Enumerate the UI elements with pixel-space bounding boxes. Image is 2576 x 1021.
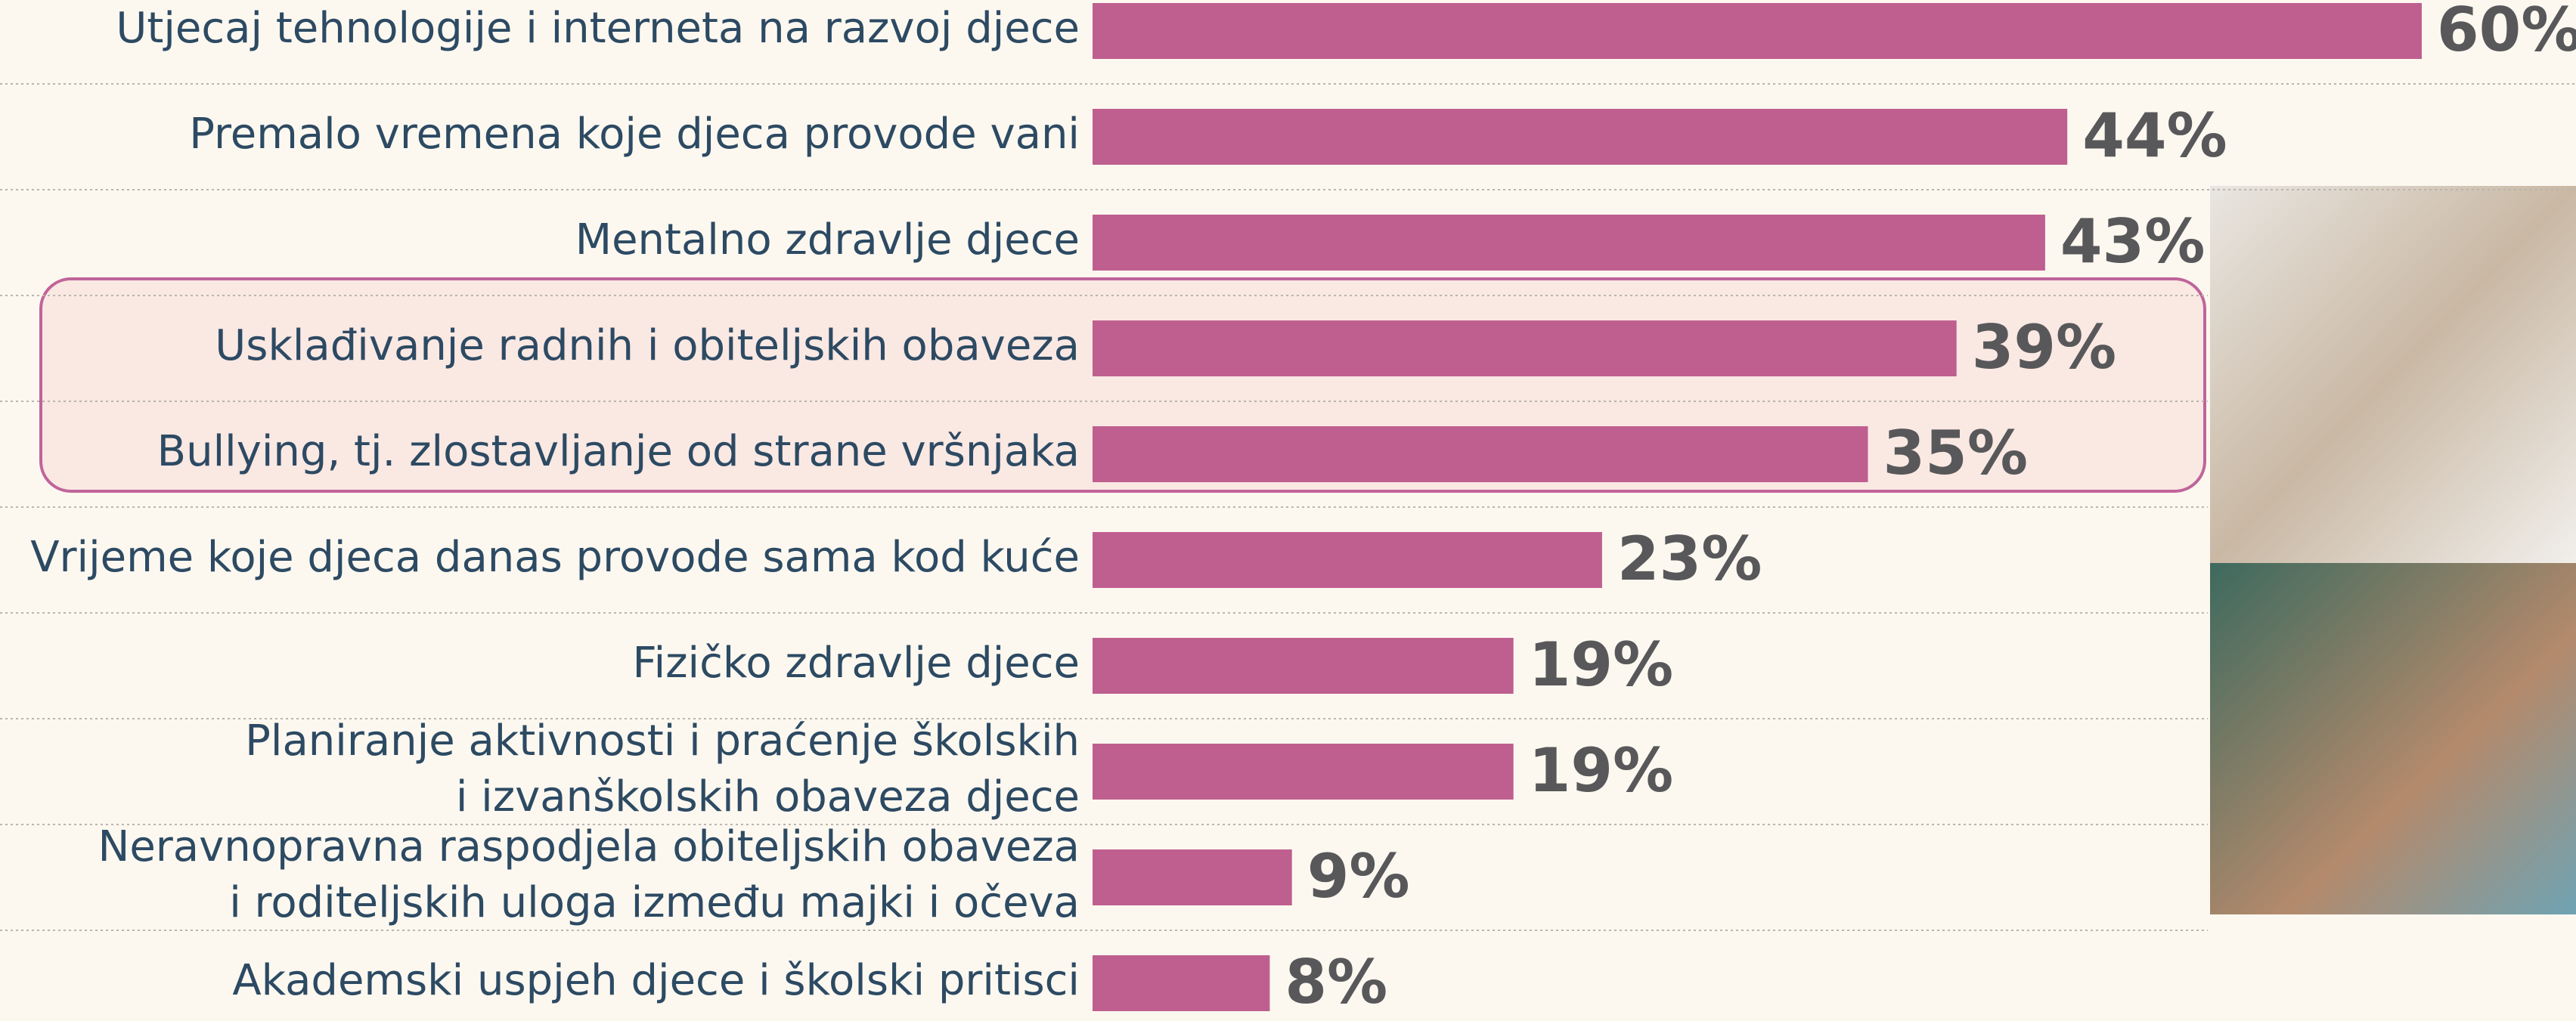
bar [1093,426,1868,482]
category-label-line: Mentalno zdravlje djece [575,215,1080,265]
photos [2210,186,2576,914]
value-label: 43% [2060,206,2205,277]
value-label: 9% [1307,841,1410,911]
value-label: 23% [1617,524,1762,594]
category-label-line: i roditeljskih uloga između majki i očev… [229,878,1080,927]
category-label-line: Planiranje aktivnosti i praćenje školski… [245,716,1080,766]
value-label: 39% [1972,312,2116,382]
category-label: Fizičko zdravlje djece [632,639,1080,688]
page: {"chart_data": {"type": "bar", "orientat… [0,0,2576,1021]
category-label: Premalo vremena koje djeca provode vani [189,110,1080,159]
bar [1093,638,1514,694]
category-label-line: Usklađivanje radnih i obiteljskih obavez… [215,321,1080,370]
category-label-line: Bullying, tj. zlostavljanje od strane vr… [157,427,1080,476]
bar [1093,744,1514,800]
category-label: Neravnopravna raspodjela obiteljskih oba… [98,822,1080,927]
category-label-line: Utjecaj tehnologije i interneta na razvo… [116,4,1080,53]
plot: Utjecaj tehnologije i interneta na razvo… [0,0,2576,1017]
bar [1093,849,1292,905]
bar [1093,109,2067,165]
bar [1093,955,1269,1011]
photo-school [2210,563,2576,914]
category-label: Utjecaj tehnologije i interneta na razvo… [116,4,1080,53]
bar [1093,3,2422,59]
photo-family [2210,186,2576,563]
value-label: 60% [2437,0,2576,65]
category-label: Mentalno zdravlje djece [575,215,1080,265]
chart: Utjecaj tehnologije i interneta na razvo… [0,0,2576,1021]
category-label: Akademski uspjeh djece i školski pritisc… [232,956,1080,1005]
category-label: Planiranje aktivnosti i praćenje školski… [245,716,1080,821]
category-label: Usklađivanje radnih i obiteljskih obavez… [215,321,1080,370]
bar [1093,320,1957,376]
value-label: 19% [1529,735,1673,806]
bar [1093,532,1602,588]
category-label-line: Fizičko zdravlje djece [632,639,1080,688]
category-label-line: i izvanškolskih obaveza djece [456,772,1080,821]
category-label: Bullying, tj. zlostavljanje od strane vr… [157,427,1080,476]
value-label: 44% [2082,101,2227,171]
value-label: 35% [1883,418,2028,488]
category-label-line: Neravnopravna raspodjela obiteljskih oba… [98,822,1080,871]
value-label: 8% [1285,947,1387,1017]
category-label-line: Vrijeme koje djeca danas provode sama ko… [30,533,1080,582]
category-label-line: Akademski uspjeh djece i školski pritisc… [232,956,1080,1005]
category-label: Vrijeme koje djeca danas provode sama ko… [30,533,1080,582]
category-label-line: Premalo vremena koje djeca provode vani [189,110,1080,159]
value-label: 19% [1529,630,1673,700]
bar [1093,215,2045,271]
